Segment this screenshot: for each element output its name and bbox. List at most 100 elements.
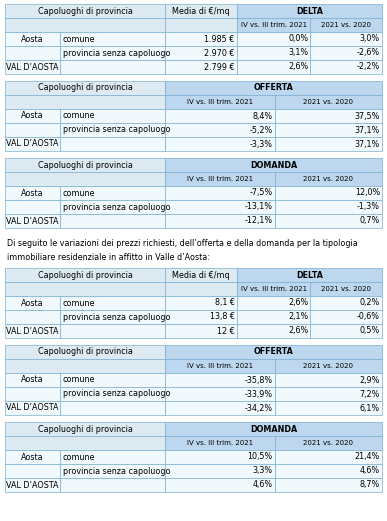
Text: 2,1%: 2,1%	[288, 313, 308, 321]
Bar	[5, 32, 60, 46]
Bar	[60, 310, 165, 324]
Text: IV vs. III trim. 2021: IV vs. III trim. 2021	[241, 22, 307, 28]
Text: comune: comune	[63, 34, 95, 43]
Text: 6,1%: 6,1%	[360, 403, 380, 413]
Bar	[5, 95, 165, 109]
Bar	[5, 373, 60, 387]
Text: 2,9%: 2,9%	[360, 376, 380, 384]
Text: 2021 vs. 2020: 2021 vs. 2020	[321, 22, 371, 28]
Text: provincia senza capoluogo: provincia senza capoluogo	[63, 466, 170, 476]
Text: Capoluoghi di provincia: Capoluoghi di provincia	[38, 6, 133, 16]
Bar	[165, 401, 274, 415]
Text: Capoluoghi di provincia: Capoluoghi di provincia	[38, 270, 133, 279]
Text: immobiliare residenziale in affitto in Valle d’Aosta:: immobiliare residenziale in affitto in V…	[7, 253, 210, 262]
Text: 1.985 €: 1.985 €	[204, 34, 235, 43]
Bar	[5, 296, 60, 310]
Bar	[165, 109, 274, 123]
Text: 4,6%: 4,6%	[360, 466, 380, 476]
Text: -1,3%: -1,3%	[357, 203, 380, 212]
Bar	[165, 4, 237, 18]
Bar	[60, 324, 165, 338]
Text: 10,5%: 10,5%	[247, 453, 272, 462]
Bar	[237, 4, 382, 18]
Bar	[237, 282, 310, 296]
Text: -13,1%: -13,1%	[245, 203, 272, 212]
Bar	[5, 18, 165, 32]
Bar	[60, 214, 165, 228]
Bar	[5, 464, 60, 478]
Bar	[274, 464, 382, 478]
Bar	[5, 172, 165, 186]
Text: 37,1%: 37,1%	[355, 126, 380, 134]
Bar	[60, 478, 165, 492]
Bar	[5, 158, 165, 172]
Text: VAL D’AOSTA: VAL D’AOSTA	[6, 63, 58, 71]
Text: comune: comune	[63, 453, 95, 462]
Text: provincia senza capoluogo: provincia senza capoluogo	[63, 48, 170, 57]
Text: Aosta: Aosta	[21, 299, 44, 307]
Bar	[237, 268, 382, 282]
Text: VAL D’AOSTA: VAL D’AOSTA	[6, 403, 58, 413]
Text: provincia senza capoluogo: provincia senza capoluogo	[63, 390, 170, 399]
Bar	[60, 450, 165, 464]
Bar	[165, 345, 382, 359]
Text: -3,3%: -3,3%	[250, 140, 272, 148]
Bar	[237, 310, 310, 324]
Bar	[274, 359, 382, 373]
Bar	[5, 478, 60, 492]
Bar	[165, 296, 237, 310]
Bar	[5, 214, 60, 228]
Bar	[5, 109, 60, 123]
Bar	[5, 268, 165, 282]
Bar	[274, 137, 382, 151]
Bar	[5, 123, 60, 137]
Text: Di seguito le variazioni dei prezzi richiesti, dell’offerta e della domanda per : Di seguito le variazioni dei prezzi rich…	[7, 240, 358, 249]
Bar	[165, 186, 274, 200]
Text: 2021 vs. 2020: 2021 vs. 2020	[303, 440, 353, 446]
Bar	[5, 282, 165, 296]
Text: 2,6%: 2,6%	[288, 63, 308, 71]
Text: comune: comune	[63, 376, 95, 384]
Bar	[60, 200, 165, 214]
Text: -33,9%: -33,9%	[245, 390, 272, 399]
Bar	[60, 387, 165, 401]
Text: IV vs. III trim. 2021: IV vs. III trim. 2021	[187, 99, 253, 105]
Text: -12,1%: -12,1%	[245, 217, 272, 226]
Bar	[165, 373, 274, 387]
Text: 8,1 €: 8,1 €	[215, 299, 235, 307]
Text: provincia senza capoluogo: provincia senza capoluogo	[63, 126, 170, 134]
Text: VAL D’AOSTA: VAL D’AOSTA	[6, 480, 58, 490]
Text: 2.970 €: 2.970 €	[204, 48, 235, 57]
Bar	[60, 137, 165, 151]
Bar	[60, 109, 165, 123]
Bar	[5, 46, 60, 60]
Text: OFFERTA: OFFERTA	[253, 348, 294, 356]
Text: 2.799 €: 2.799 €	[204, 63, 235, 71]
Text: Aosta: Aosta	[21, 111, 44, 120]
Bar	[274, 186, 382, 200]
Text: 2021 vs. 2020: 2021 vs. 2020	[303, 176, 353, 182]
Text: VAL D’AOSTA: VAL D’AOSTA	[6, 217, 58, 226]
Text: comune: comune	[63, 299, 95, 307]
Text: 4,6%: 4,6%	[252, 480, 272, 490]
Bar	[165, 137, 274, 151]
Bar	[165, 464, 274, 478]
Bar	[274, 109, 382, 123]
Bar	[60, 32, 165, 46]
Bar	[274, 200, 382, 214]
Bar	[165, 60, 237, 74]
Bar	[274, 450, 382, 464]
Bar	[274, 478, 382, 492]
Text: DELTA: DELTA	[296, 270, 323, 279]
Text: comune: comune	[63, 111, 95, 120]
Bar	[5, 137, 60, 151]
Bar	[5, 324, 60, 338]
Bar	[165, 310, 237, 324]
Text: 8,4%: 8,4%	[252, 111, 272, 120]
Bar	[165, 95, 274, 109]
Bar	[165, 478, 274, 492]
Bar	[165, 282, 237, 296]
Bar	[310, 46, 382, 60]
Text: Capoluoghi di provincia: Capoluoghi di provincia	[38, 425, 133, 433]
Bar	[237, 324, 310, 338]
